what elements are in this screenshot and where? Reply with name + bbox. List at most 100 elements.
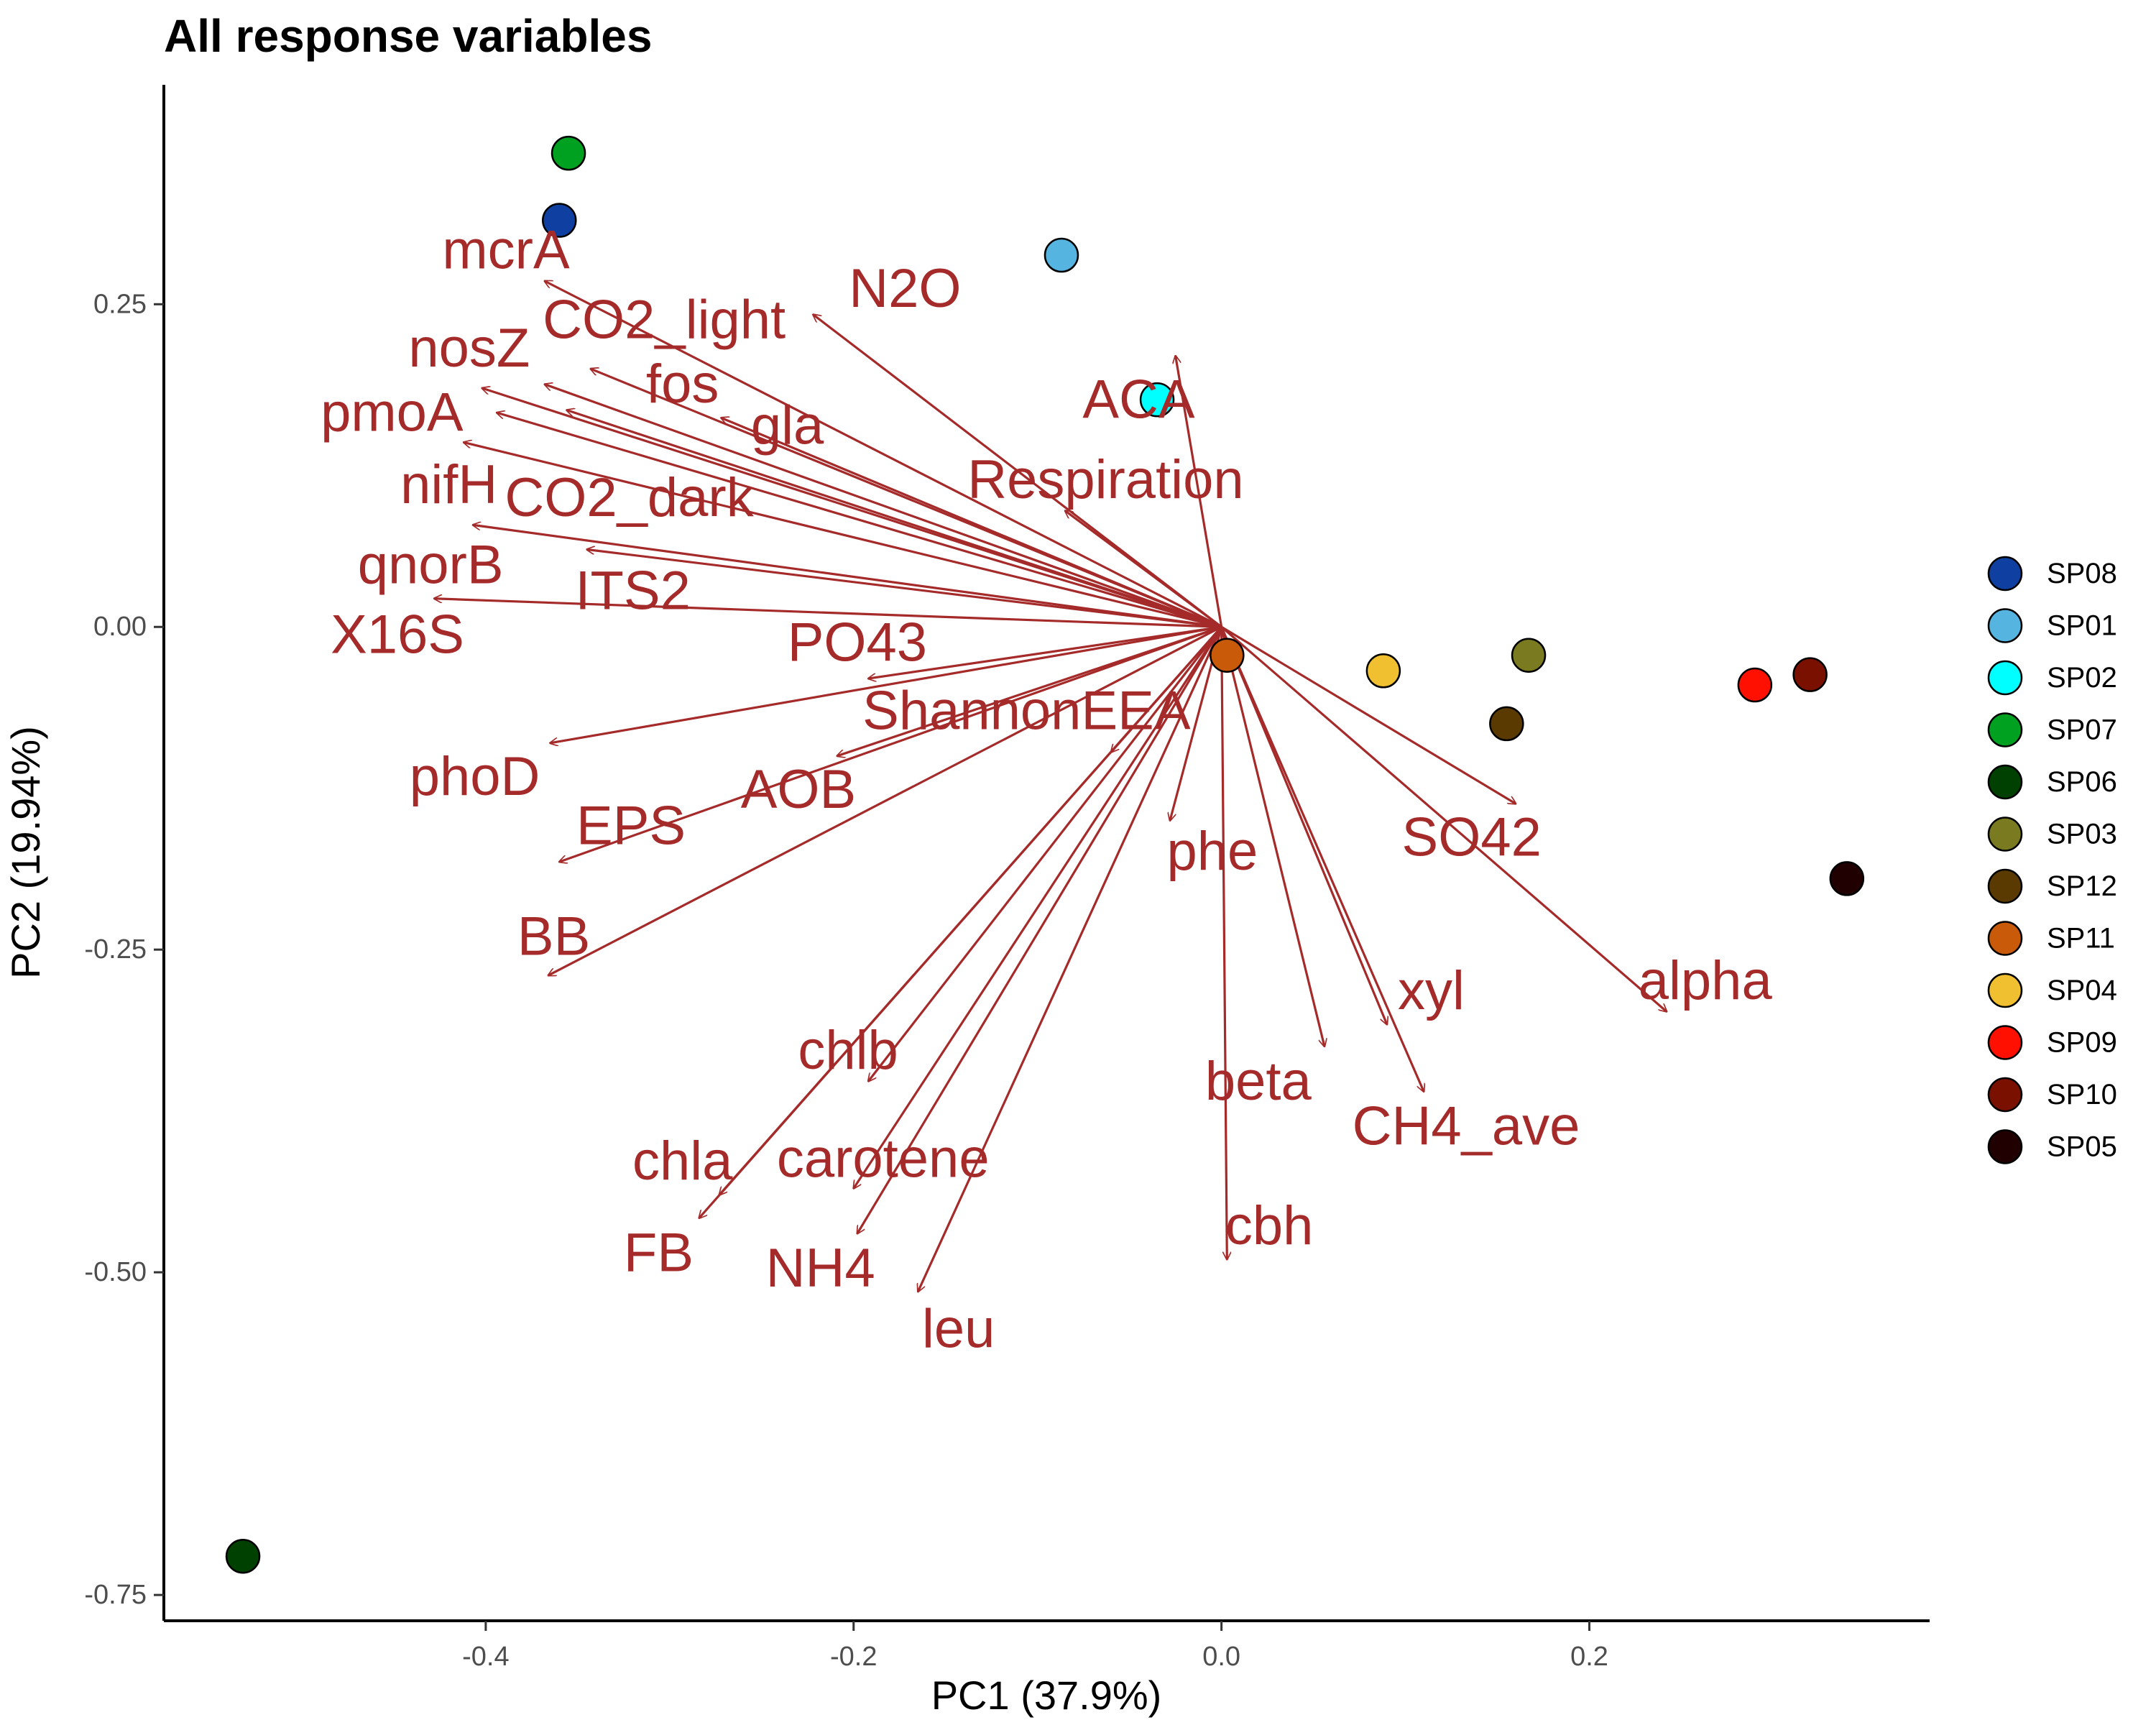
arrow-co2-dark (497, 413, 1222, 628)
arrow-label-nh4: NH4 (766, 1238, 875, 1299)
legend-label-sp03: SP03 (2047, 819, 2117, 850)
arrow-label-co2-light: CO2_light (543, 289, 786, 350)
arrow-label-fos: fos (646, 354, 719, 415)
arrow-respiration (1065, 511, 1222, 628)
arrow-label-xyl: xyl (1398, 960, 1465, 1021)
arrow-n2o (813, 315, 1222, 628)
legend-label-sp05: SP05 (2047, 1131, 2117, 1163)
legend-label-sp12: SP12 (2047, 870, 2117, 902)
legend-key-sp07 (1987, 712, 2023, 748)
arrow-aca (1176, 356, 1223, 627)
point-sp03 (1511, 638, 1547, 673)
x-axis-title: PC1 (37.9%) (931, 1673, 1162, 1718)
arrow-so42 (1220, 625, 1516, 804)
arrow-label-ch4-ave: CH4_ave (1353, 1096, 1580, 1157)
arrow-nifh (464, 442, 1222, 628)
x-tick-label: -0.2 (830, 1642, 877, 1672)
arrow-label-co2-dark: CO2_dark (505, 467, 754, 528)
legend-key-sp06 (1987, 764, 2023, 800)
arrow-label-carotene: carotene (777, 1128, 990, 1190)
arrow-carotene (854, 626, 1222, 1188)
point-sp02 (1139, 382, 1175, 418)
legend-key-sp01 (1987, 608, 2023, 643)
point-sp04 (1365, 653, 1401, 689)
y-ticks: -0.75 -0.50 -0.25 0.00 0.25 (84, 289, 164, 1610)
point-sp06 (225, 1538, 261, 1574)
arrow-label-gla: gla (751, 395, 824, 456)
legend: SP08 SP01 SP02 SP07 SP06 SP03 SP12 SP11 SP04 SP09… (1987, 556, 2117, 1164)
arrow-label-respiration: Respiration (967, 449, 1243, 510)
point-sp09 (1737, 667, 1773, 703)
points-layer (225, 135, 1865, 1574)
arrow-label-x16s: X16S (331, 604, 464, 666)
arrow-label-chla: chla (632, 1131, 733, 1192)
arrow-label-nifh: nifH (400, 454, 497, 515)
y-tick-label: -0.50 (84, 1257, 147, 1287)
arrow-label-beta: beta (1205, 1051, 1312, 1112)
legend-key-sp03 (1987, 816, 2023, 852)
arrow-label-cbh: cbh (1225, 1195, 1314, 1256)
legend-key-sp02 (1987, 660, 2023, 696)
arrow-po43 (868, 625, 1222, 678)
arrow-label-eps: EPS (576, 795, 686, 856)
arrow-label-mcra: mcrA (442, 219, 570, 280)
arrow-label-so42: SO42 (1402, 806, 1542, 868)
legend-key-sp09 (1987, 1025, 2023, 1060)
arrow-label-nosz: nosZ (408, 318, 530, 379)
legend-label-sp04: SP04 (2047, 975, 2117, 1006)
arrow-fb (699, 626, 1222, 1218)
arrow-mcra (545, 280, 1222, 628)
x-tick-label: -0.4 (462, 1642, 509, 1672)
legend-label-sp11: SP11 (2047, 923, 2115, 954)
arrow-gla (721, 418, 1222, 628)
legend-label-sp02: SP02 (2047, 662, 2117, 694)
arrow-leu (918, 626, 1223, 1292)
arrow-label-its2: ITS2 (575, 560, 691, 621)
arrow-chlb (868, 626, 1222, 1081)
point-sp01 (1044, 237, 1079, 273)
arrow-bb (548, 625, 1222, 977)
arrow-qnorb (473, 525, 1222, 628)
legend-label-sp01: SP01 (2047, 610, 2117, 642)
arrow-label-n2o: N2O (849, 258, 961, 319)
arrow-label-alpha: alpha (1639, 950, 1773, 1011)
arrow-its2 (587, 549, 1222, 628)
point-sp10 (1792, 657, 1828, 692)
arrow-nosz (545, 385, 1222, 628)
legend-key-sp10 (1987, 1077, 2023, 1113)
x-tick-label: 0.2 (1570, 1642, 1608, 1672)
arrow-xyl (1220, 626, 1387, 1024)
arrow-label-aca: ACA (1082, 369, 1195, 431)
x-tick-label: 0.0 (1202, 1642, 1240, 1672)
arrow-cbh (1220, 627, 1227, 1259)
arrow-label-fb: FB (624, 1223, 694, 1284)
point-sp05 (1829, 861, 1865, 896)
legend-label-sp08: SP08 (2047, 558, 2117, 589)
legend-key-sp04 (1987, 972, 2023, 1008)
arrow-alpha (1220, 626, 1667, 1011)
legend-label-sp07: SP07 (2047, 714, 2117, 746)
arrow-phod (550, 625, 1222, 743)
chart-title: All response variables (164, 10, 652, 62)
legend-label-sp06: SP06 (2047, 766, 2117, 798)
arrow-pmoa (482, 388, 1222, 628)
y-tick-label: 0.25 (93, 289, 147, 319)
y-tick-label: -0.25 (84, 934, 147, 965)
point-sp11 (1210, 638, 1245, 673)
arrow-label-qnorb: qnorB (358, 535, 504, 596)
arrow-ch4-ave (1220, 626, 1424, 1091)
legend-key-sp11 (1987, 921, 2023, 956)
arrow-label-pmoa: pmoA (321, 382, 464, 443)
arrow-label-chlb: chlb (798, 1020, 898, 1081)
y-axis-title: PC2 (19.94%) (3, 726, 48, 979)
legend-key-sp08 (1987, 556, 2023, 592)
arrow-eps (559, 625, 1222, 862)
arrows-layer (434, 280, 1667, 1292)
legend-label-sp09: SP09 (2047, 1027, 2117, 1059)
arrow-x16s (434, 599, 1222, 628)
point-sp12 (1489, 706, 1524, 742)
point-sp08 (542, 203, 577, 238)
arrow-nh4 (857, 626, 1223, 1233)
arrow-label-bb: BB (517, 906, 590, 967)
